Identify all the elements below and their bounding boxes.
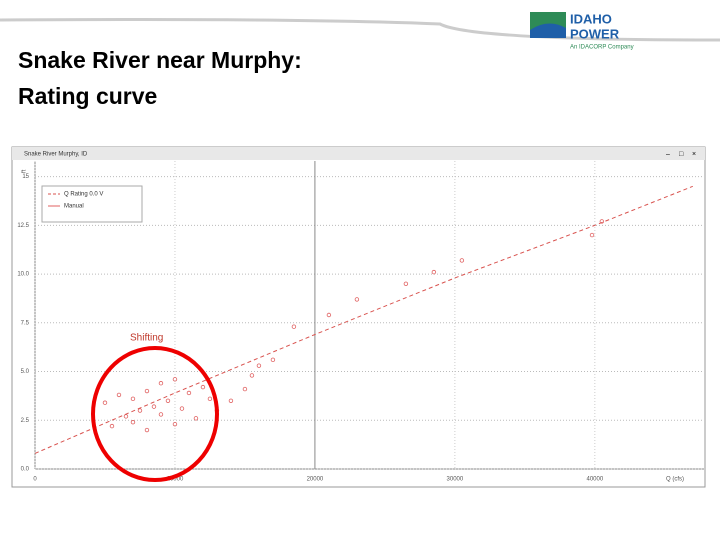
logo-text: POWER xyxy=(570,26,620,41)
y-tick-label: 0.0 xyxy=(21,467,30,473)
decor-swoosh xyxy=(0,18,720,42)
measurement xyxy=(193,416,199,421)
logo-text: IDAHO xyxy=(570,11,612,26)
window-title: Snake River Murphy, ID xyxy=(24,152,88,158)
y-tick-label: 10.0 xyxy=(17,272,29,278)
window-min[interactable]: – xyxy=(666,151,670,158)
measurement xyxy=(431,269,437,275)
measurement xyxy=(151,404,157,409)
y-tick-label: 2.5 xyxy=(21,418,30,424)
measurement xyxy=(109,423,115,429)
slide-title: Rating curve xyxy=(18,83,157,109)
legend-label: Manual xyxy=(64,204,84,210)
measurement xyxy=(291,324,297,329)
measurement xyxy=(130,396,136,402)
measurement xyxy=(326,312,332,318)
measurement xyxy=(200,384,206,390)
legend-label: Q Rating 0.0 V xyxy=(64,192,103,198)
highlight-ellipse xyxy=(91,346,219,482)
measurement xyxy=(270,357,276,363)
y-tick-label: 7.5 xyxy=(21,320,30,326)
measurement xyxy=(172,377,178,382)
logo-sub: An IDACORP Company xyxy=(570,45,634,51)
measurement xyxy=(172,421,178,427)
y-tick-label: 15 xyxy=(22,174,29,180)
y-tick-label: 12.5 xyxy=(17,223,29,229)
x-tick-label: 20000 xyxy=(307,477,324,483)
x-axis-label: Q (cfs) xyxy=(666,477,684,483)
measurement xyxy=(144,427,150,433)
x-tick-label: 10000 xyxy=(167,477,184,483)
slide-title: Snake River near Murphy: xyxy=(18,47,302,73)
measurement xyxy=(158,381,164,386)
x-tick-label: 30000 xyxy=(447,477,464,483)
y-tick-label: 5.0 xyxy=(21,369,30,375)
x-tick-label: 40000 xyxy=(586,477,603,483)
measurement xyxy=(589,232,595,238)
measurement xyxy=(249,373,255,378)
measurement xyxy=(354,297,360,302)
measurement xyxy=(403,281,409,287)
measurement xyxy=(256,363,262,368)
measurement xyxy=(165,398,171,403)
x-tick-label: 0 xyxy=(33,477,37,483)
legend xyxy=(41,185,143,223)
measurement xyxy=(228,398,234,403)
measurement xyxy=(242,386,248,392)
measurement xyxy=(179,406,185,411)
measurement xyxy=(130,420,136,425)
annotation: Shifting xyxy=(130,333,163,344)
measurement xyxy=(123,414,129,419)
window-max[interactable]: □ xyxy=(679,151,684,158)
measurement xyxy=(459,258,465,263)
measurement xyxy=(144,388,150,394)
rating-curve xyxy=(34,185,693,454)
measurement xyxy=(116,392,122,398)
measurement xyxy=(599,219,605,224)
measurement xyxy=(186,390,192,396)
measurement xyxy=(158,412,164,417)
measurement xyxy=(207,396,213,402)
logo-wave xyxy=(530,23,566,38)
plot: 0.0 2.5 5.0 7.5 10.0 12.5 15 0 10000 20000 30000 40… xyxy=(17,161,704,483)
measurement xyxy=(102,400,108,405)
window-close[interactable]: × xyxy=(692,151,696,158)
y-axis-label: ft xyxy=(22,169,28,173)
measurement xyxy=(137,408,143,413)
window-titlebar xyxy=(12,147,705,160)
